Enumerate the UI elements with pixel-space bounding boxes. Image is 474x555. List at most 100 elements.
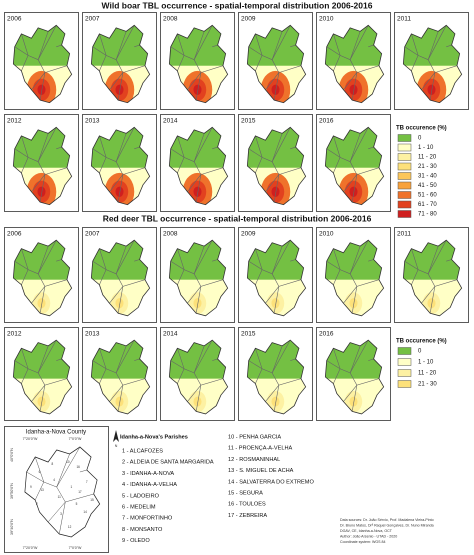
parish-item: 15 - SEGURA bbox=[228, 490, 263, 496]
coord-label: 7°0'0"W bbox=[69, 437, 82, 441]
parish-border bbox=[134, 359, 139, 361]
parish-border bbox=[327, 149, 340, 158]
parish-border bbox=[255, 133, 282, 161]
parish-item: 5 - LADOEIRO bbox=[122, 493, 160, 499]
tb-hotspot bbox=[115, 186, 124, 197]
tb-hotspot bbox=[37, 186, 46, 197]
parish-border bbox=[272, 240, 290, 274]
parish-border bbox=[15, 261, 28, 269]
parish-border bbox=[333, 346, 360, 373]
county-map bbox=[242, 336, 309, 420]
parish-border bbox=[411, 270, 418, 285]
parish-item: 10 - PENHA GARCIA bbox=[228, 434, 281, 440]
parish-border bbox=[212, 147, 217, 149]
tb-hotspot bbox=[427, 298, 436, 309]
legend-swatch bbox=[397, 153, 412, 161]
county-border bbox=[247, 240, 305, 316]
parish-number: 9 bbox=[30, 485, 32, 489]
coord-label: 7°0'0"W bbox=[69, 546, 82, 550]
legend-label: 0 bbox=[418, 349, 422, 355]
parish-number: 5 bbox=[76, 502, 78, 506]
legend-label: 0 bbox=[418, 136, 422, 142]
tb-hotspot bbox=[37, 84, 46, 95]
parish-border bbox=[134, 260, 139, 262]
parish-border bbox=[343, 286, 356, 303]
parish-border bbox=[265, 286, 278, 303]
parish-border bbox=[274, 286, 279, 313]
parish-item: 17 - ZEBREIRA bbox=[228, 513, 267, 519]
map-panel: 2015 bbox=[238, 327, 313, 421]
parish-border bbox=[212, 260, 217, 262]
parish-border bbox=[265, 385, 278, 401]
parish-border bbox=[327, 47, 340, 56]
county-border bbox=[403, 240, 461, 316]
parish-border bbox=[352, 175, 357, 203]
tb-hotspot bbox=[349, 298, 358, 309]
parish-border bbox=[194, 25, 212, 59]
county-map bbox=[164, 236, 231, 322]
tb-hotspot bbox=[271, 396, 280, 407]
section-title: Wild boar TBL occurrence - spatial-tempo… bbox=[102, 0, 373, 10]
county-map bbox=[86, 236, 153, 322]
parish-border bbox=[272, 60, 301, 73]
parish-border bbox=[93, 361, 106, 369]
year-label: 2010 bbox=[319, 231, 334, 238]
county-border bbox=[13, 25, 71, 102]
parish-border bbox=[171, 261, 184, 269]
parish-number: 11 bbox=[58, 495, 61, 499]
parish-border bbox=[109, 286, 122, 303]
year-label: 2011 bbox=[397, 16, 411, 23]
parish-border bbox=[38, 340, 56, 373]
year-label: 2014 bbox=[163, 118, 178, 125]
parish-border bbox=[177, 270, 184, 285]
county-border bbox=[13, 127, 71, 204]
county-border bbox=[91, 340, 149, 414]
parish-border bbox=[99, 369, 106, 384]
county-map bbox=[320, 21, 387, 109]
parish-border bbox=[272, 25, 290, 59]
parish-number: 16 bbox=[76, 465, 80, 469]
legend-swatch bbox=[397, 134, 412, 142]
parish-border bbox=[93, 149, 106, 158]
parish-border bbox=[255, 369, 262, 384]
parish-number: 6 bbox=[39, 470, 41, 474]
parish-border bbox=[116, 25, 134, 59]
parish-border bbox=[255, 157, 262, 172]
parish-border bbox=[255, 346, 282, 373]
credit-line: Data sources: Dr. João Sérvio, Prof. Mad… bbox=[340, 518, 434, 522]
parish-border bbox=[31, 175, 44, 192]
parish-border bbox=[35, 453, 70, 488]
legend-label: 11 - 20 bbox=[418, 371, 437, 377]
tb-hotspot bbox=[115, 84, 124, 95]
parish-border bbox=[47, 501, 66, 523]
county-map bbox=[242, 21, 309, 109]
parish-border bbox=[428, 274, 457, 287]
map-panel: 2013 bbox=[82, 114, 157, 212]
parish-border bbox=[21, 270, 28, 285]
parish-border bbox=[333, 157, 340, 172]
parish-border bbox=[187, 286, 200, 303]
parish-border bbox=[446, 260, 451, 262]
year-label: 2007 bbox=[85, 231, 100, 238]
parish-border bbox=[56, 359, 61, 361]
map-panel: 2016 bbox=[316, 327, 391, 421]
map-panel: 2014 bbox=[160, 114, 235, 212]
county-map bbox=[164, 21, 231, 109]
parish-border bbox=[93, 47, 106, 56]
parish-border bbox=[99, 270, 106, 285]
legend-swatch bbox=[397, 191, 412, 199]
parish-border bbox=[428, 60, 457, 73]
parish-border bbox=[116, 60, 145, 73]
county-map bbox=[164, 336, 231, 420]
map-panel: 2006 bbox=[4, 12, 79, 110]
parish-border bbox=[265, 73, 278, 90]
parish-border bbox=[134, 45, 139, 47]
parish-border bbox=[38, 60, 67, 73]
parish-border bbox=[411, 246, 438, 274]
year-label: 2007 bbox=[85, 16, 100, 23]
county-border bbox=[91, 25, 149, 102]
year-label: 2008 bbox=[163, 231, 178, 238]
inset-title: Idanha-a-Nova County bbox=[26, 430, 86, 436]
tb-hotspot bbox=[37, 396, 46, 407]
